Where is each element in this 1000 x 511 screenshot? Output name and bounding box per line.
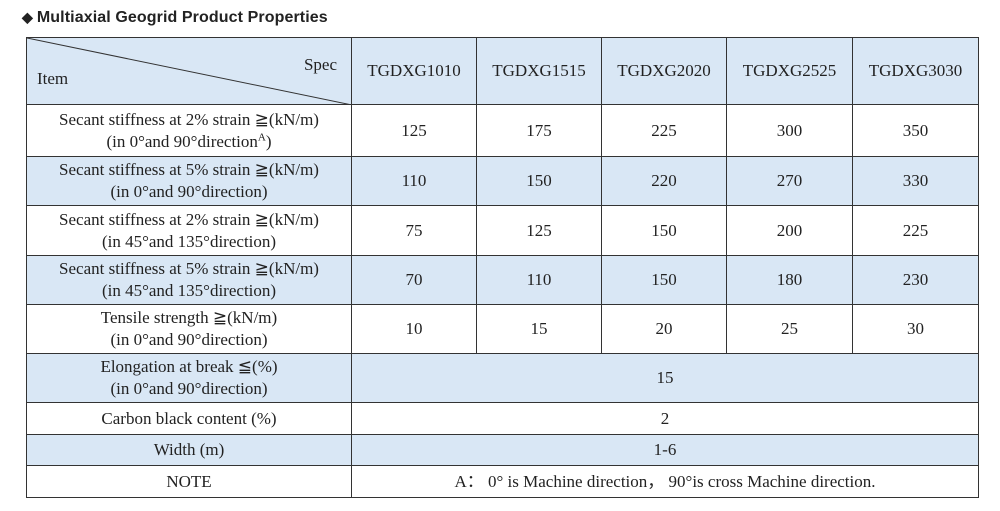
value-cell: 300 [726, 104, 853, 157]
row-item-cell: Secant stiffness at 2% strain ≧(kN/m) (i… [26, 104, 352, 157]
row-item-line2: (in 45°and 135°direction) [101, 231, 277, 251]
product-header: TGDXG3030 [852, 37, 979, 105]
product-header: TGDXG1515 [476, 37, 602, 105]
value-cell: 20 [601, 304, 727, 354]
title-text: Multiaxial Geogrid Product Properties [36, 9, 328, 26]
diamond-bullet-icon: ◆ [22, 9, 33, 25]
header-corner-cell: Spec Item [26, 37, 352, 105]
table-row: Tensile strength ≧(kN/m) (in 0°and 90°di… [26, 304, 979, 354]
row-item-line2: (in 0°and 90°direction [106, 131, 258, 151]
table-row: Width (m) 1-6 [26, 434, 979, 466]
row-item-line1: Secant stiffness at 5% strain ≧(kN/m) [59, 259, 319, 278]
value-cell: 110 [476, 255, 602, 305]
value-cell: 150 [601, 255, 727, 305]
value-cell: 150 [601, 205, 727, 256]
row-item-line1: Elongation at break ≦(%) [100, 357, 278, 376]
product-header: TGDXG2020 [601, 37, 727, 105]
row-item-cell: Secant stiffness at 5% strain ≧(kN/m) (i… [26, 156, 352, 206]
value-cell: 330 [852, 156, 979, 206]
table-row: Secant stiffness at 2% strain ≧(kN/m) (i… [26, 104, 979, 157]
value-cell: 200 [726, 205, 853, 256]
product-header: TGDXG2525 [726, 37, 853, 105]
table-row: Elongation at break ≦(%) (in 0°and 90°di… [26, 353, 979, 403]
product-header: TGDXG1010 [351, 37, 477, 105]
merged-value-cell: 15 [351, 353, 979, 403]
row-item-cell: Secant stiffness at 2% strain ≧(kN/m) (i… [26, 205, 352, 256]
value-cell: 75 [351, 205, 477, 256]
value-cell: 110 [351, 156, 477, 206]
value-cell: 220 [601, 156, 727, 206]
value-cell: 25 [726, 304, 853, 354]
page-title: ◆ Multiaxial Geogrid Product Properties [22, 9, 328, 27]
note-label-cell: NOTE [26, 465, 352, 498]
value-cell: 125 [476, 205, 602, 256]
row-item-cell: Elongation at break ≦(%) (in 0°and 90°di… [26, 353, 352, 403]
value-cell: 180 [726, 255, 853, 305]
row-item-line1: Secant stiffness at 5% strain ≧(kN/m) [59, 160, 319, 179]
table-row: Secant stiffness at 5% strain ≧(kN/m) (i… [26, 156, 979, 206]
row-item-line1: Tensile strength ≧(kN/m) [100, 308, 278, 327]
value-cell: 150 [476, 156, 602, 206]
table-row: NOTE A： 0° is Machine direction， 90°is c… [26, 465, 979, 498]
row-item-line1: Secant stiffness at 2% strain ≧(kN/m) [59, 109, 319, 129]
footnote-marker: A [257, 130, 266, 143]
value-cell: 350 [852, 104, 979, 157]
value-cell: 10 [351, 304, 477, 354]
header-row: Spec Item TGDXG1010 TGDXG1515 TGDXG2020 … [26, 37, 979, 105]
spec-label: Spec [303, 55, 337, 74]
row-item-line2: (in 45°and 135°direction) [101, 281, 277, 300]
table-row: Secant stiffness at 2% strain ≧(kN/m) (i… [26, 205, 979, 256]
table-row: Carbon black content (%) 2 [26, 402, 979, 435]
value-cell: 15 [476, 304, 602, 354]
row-item-cell: Tensile strength ≧(kN/m) (in 0°and 90°di… [26, 304, 352, 354]
merged-value-cell: 2 [351, 402, 979, 435]
row-item-line2-end: ) [265, 131, 272, 151]
row-item-cell: Secant stiffness at 5% strain ≧(kN/m) (i… [26, 255, 352, 305]
row-item-line2: (in 0°and 90°direction) [110, 379, 268, 398]
diagonal-divider [27, 38, 352, 105]
value-cell: 270 [726, 156, 853, 206]
value-cell: 225 [601, 104, 727, 157]
note-text-cell: A： 0° is Machine direction， 90°is cross … [351, 465, 979, 498]
value-cell: 70 [351, 255, 477, 305]
value-cell: 175 [476, 104, 602, 157]
item-label: Item [37, 69, 69, 88]
row-item-cell: Width (m) [26, 434, 352, 466]
row-item-line2: (in 0°and 90°direction) [110, 182, 268, 201]
properties-table: Spec Item TGDXG1010 TGDXG1515 TGDXG2020 … [26, 37, 979, 498]
row-item-line1: Secant stiffness at 2% strain ≧(kN/m) [59, 209, 319, 229]
table-row: Secant stiffness at 5% strain ≧(kN/m) (i… [26, 255, 979, 305]
merged-value-cell: 1-6 [351, 434, 979, 466]
value-cell: 225 [852, 205, 979, 256]
value-cell: 230 [852, 255, 979, 305]
row-item-line2: (in 0°and 90°direction) [110, 330, 268, 349]
row-item-cell: Carbon black content (%) [26, 402, 352, 435]
value-cell: 30 [852, 304, 979, 354]
value-cell: 125 [351, 104, 477, 157]
